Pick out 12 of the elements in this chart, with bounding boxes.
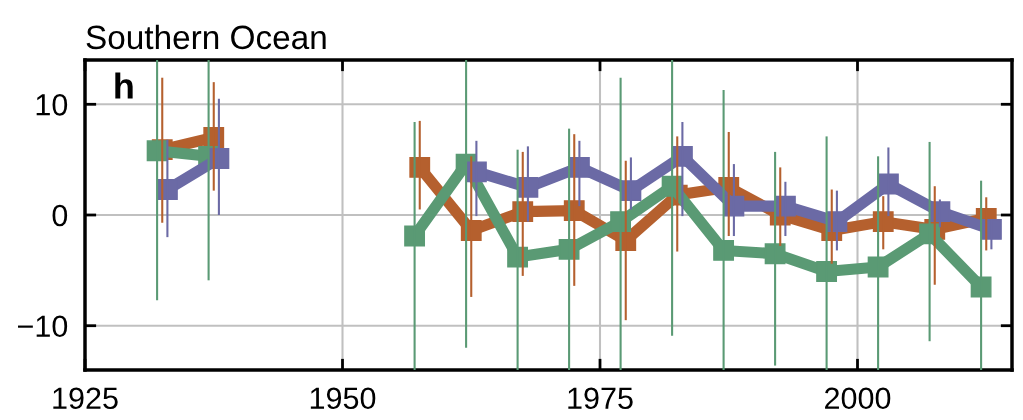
- chart-title: Southern Ocean: [86, 24, 326, 50]
- y-tick-label: 10: [36, 94, 68, 116]
- x-tick-label: 2000: [825, 387, 891, 410]
- x-tick-label: 1950: [310, 387, 376, 410]
- y-tick-label: 0: [52, 204, 68, 227]
- x-tick-label: 1975: [568, 387, 633, 410]
- point: [713, 240, 735, 261]
- point: [816, 261, 838, 282]
- y-tick-label: −10: [18, 315, 68, 338]
- x-tick-label: 1925: [53, 387, 118, 410]
- point: [764, 243, 786, 265]
- annotation: h: [115, 72, 133, 99]
